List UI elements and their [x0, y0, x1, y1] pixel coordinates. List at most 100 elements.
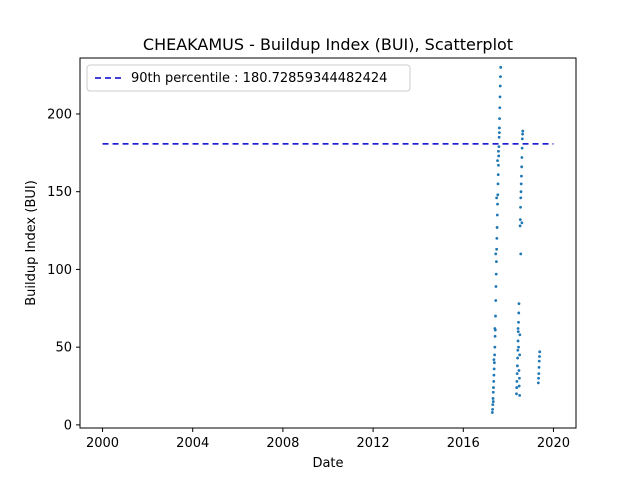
plot-area-frame: [79, 57, 577, 429]
scatter-point: [495, 260, 498, 264]
scatter-point: [492, 361, 496, 365]
scatter-point: [521, 132, 524, 136]
scatter-point: [495, 226, 499, 229]
scatter-point: [516, 348, 520, 352]
x-tick-label: 2008: [266, 436, 299, 451]
scatter-point: [492, 379, 496, 383]
y-tick-label: 0: [64, 418, 72, 433]
scatter-point: [516, 327, 520, 330]
x-tick-label: 2012: [357, 436, 390, 451]
scatter-point: [515, 379, 519, 383]
y-axis: 0 50 100 150 200: [47, 107, 80, 433]
scatter-point: [491, 407, 494, 411]
scatter-point: [493, 334, 497, 338]
scatter-point: [519, 205, 522, 209]
scatter-point: [520, 146, 524, 150]
scatter-point: [494, 314, 497, 318]
scatter-point: [494, 285, 498, 288]
scatter-point: [497, 126, 501, 130]
scatter-point: [496, 159, 499, 163]
y-tick-label: 100: [47, 263, 72, 278]
x-tick-label: 2016: [447, 436, 480, 451]
scatter-point: [493, 345, 497, 349]
scatter-point: [516, 339, 520, 343]
data-points: [490, 65, 542, 414]
scatter-point: [519, 190, 523, 194]
scatter-point: [493, 353, 497, 357]
scatter-point: [497, 135, 501, 139]
legend-entry-label: 90th percentile : 180.72859344482424: [131, 71, 387, 86]
scatter-point: [497, 154, 501, 158]
scatter-point: [515, 364, 519, 368]
scatter-point: [497, 131, 501, 135]
scatter-point: [496, 173, 500, 177]
scatter-point: [493, 327, 497, 330]
legend: 90th percentile : 180.72859344482424: [86, 64, 411, 92]
y-tick-label: 200: [47, 107, 72, 122]
scatter-point: [495, 213, 499, 217]
scatter-point: [518, 333, 522, 337]
scatter-point: [521, 129, 525, 133]
scatter-point: [518, 393, 522, 397]
scatter-point: [495, 247, 499, 251]
scatter-point: [496, 202, 499, 206]
x-axis-label: Date: [312, 456, 343, 471]
scatter-point: [537, 372, 541, 375]
scatter-point: [537, 365, 541, 369]
scatter-point: [497, 145, 501, 149]
scatter-point: [498, 106, 502, 110]
scatter-point: [515, 386, 519, 389]
scatter-point: [519, 252, 523, 256]
scatter-point: [520, 156, 524, 159]
x-tick-label: 2020: [537, 436, 570, 451]
scatter-point: [516, 330, 520, 334]
scatter-point: [494, 299, 498, 302]
scatter-point: [517, 302, 521, 306]
scatter-point: [538, 350, 542, 354]
scatter-point: [518, 224, 522, 228]
legend-box: [86, 64, 411, 92]
scatter-point: [519, 196, 523, 200]
scatter-point: [495, 196, 499, 200]
scatter-point: [492, 358, 496, 361]
scatter-point: [515, 392, 518, 396]
scatter-point: [517, 320, 520, 324]
scatter-point: [491, 400, 495, 403]
scatter-point: [516, 356, 520, 360]
scatter-point: [490, 411, 494, 414]
scatter-point: [496, 193, 500, 197]
scatter-point: [518, 218, 522, 222]
scatter-point: [498, 117, 501, 121]
scatter-point: [517, 384, 521, 388]
scatter-point: [498, 95, 502, 99]
scatter-point: [538, 355, 541, 358]
scatter-point: [491, 403, 495, 407]
y-tick-label: 50: [55, 341, 72, 356]
scatter-point: [492, 386, 495, 389]
x-tick-label: 2004: [176, 436, 209, 451]
scatter-point: [496, 182, 500, 186]
scatter-point: [536, 381, 540, 385]
scatter-point: [517, 345, 520, 349]
scatter-point: [497, 149, 500, 153]
scatter-point: [499, 65, 503, 69]
scatter-point: [520, 174, 523, 178]
scatter-point: [537, 376, 540, 380]
scatter-point: [499, 75, 502, 79]
scatter-point: [517, 369, 521, 372]
scatter-point: [518, 353, 522, 357]
scatter-point: [494, 272, 498, 276]
scatter-point: [497, 163, 500, 167]
scatter-point: [520, 165, 524, 169]
scatter-point: [491, 397, 495, 400]
x-axis: 2000 2004 2008 2012 2016 2020: [86, 428, 570, 451]
scatter-point: [518, 376, 521, 380]
scatter-point: [520, 137, 524, 141]
y-tick-label: 150: [47, 185, 72, 200]
scatter-point: [494, 252, 498, 256]
x-tick-label: 2000: [86, 436, 119, 451]
scatter-point: [495, 236, 499, 240]
scatter-point: [515, 372, 519, 375]
